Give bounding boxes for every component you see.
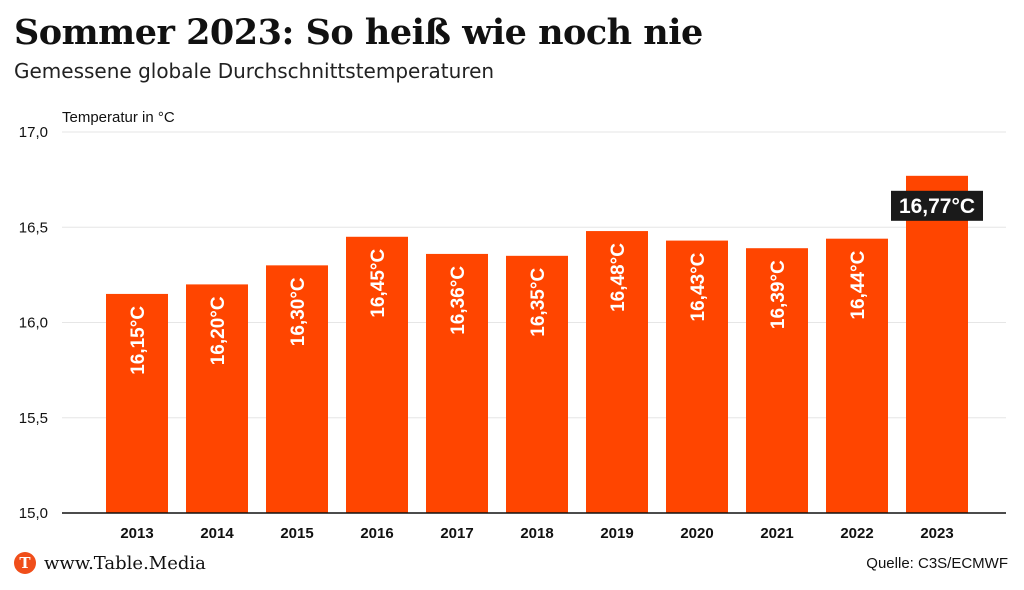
x-tick-label: 2018	[520, 525, 553, 542]
x-tick-label: 2023	[920, 525, 953, 542]
y-tick-label: 15,0	[19, 505, 48, 522]
data-label-2016: 16,45°C	[368, 249, 389, 318]
bar-2017	[426, 253, 488, 514]
highlight-callout-box	[891, 190, 983, 221]
y-tick-label: 17,0	[19, 124, 48, 141]
bar-2020	[666, 240, 728, 513]
source-note: Quelle: C3S/ECMWF	[866, 555, 1008, 572]
data-label-2013: 16,15°C	[128, 306, 149, 375]
x-tick-label: 2016	[360, 525, 393, 542]
x-tick-label: 2015	[280, 525, 313, 542]
bar-2019	[586, 231, 648, 513]
x-tick-label: 2017	[440, 525, 473, 542]
data-label-2020: 16,43°C	[688, 252, 709, 321]
bar-2014	[186, 284, 248, 513]
data-label-2023: 16,77°C	[899, 195, 975, 218]
x-tick-label: 2013	[120, 525, 153, 542]
bar-2018	[506, 255, 568, 513]
y-axis-ticks: 15,0 15,5 16,0 16,5 17,0	[19, 124, 48, 522]
data-label-2017: 16,36°C	[448, 266, 469, 335]
y-axis-label: Temperatur in °C	[62, 109, 175, 126]
data-label-2022: 16,44°C	[848, 250, 869, 319]
x-axis-ticks: 2013 2014 2015 2016 2017 2018 2019 2020 2021 2022…	[120, 525, 953, 542]
data-label-2019: 16,48°C	[608, 243, 629, 312]
footer-brand: T www.Table.Media	[14, 552, 206, 574]
data-label-2014: 16,20°C	[208, 296, 229, 365]
y-tick-label: 15,5	[19, 410, 48, 427]
table-media-logo-icon: T	[14, 552, 36, 574]
data-label-2021: 16,39°C	[768, 260, 789, 329]
x-tick-label: 2021	[760, 525, 793, 542]
bar-2023	[906, 175, 968, 513]
bar-2021	[746, 248, 808, 513]
y-tick-label: 16,0	[19, 315, 48, 332]
bar-2022	[826, 238, 888, 513]
bars: 16,15°C 16,20°C 16,30°C 16,45°C 16,36°C 16,35…	[106, 175, 983, 514]
bar-2015	[266, 265, 328, 513]
data-label-2018: 16,35°C	[528, 268, 549, 337]
website-text: www.Table.Media	[44, 552, 206, 574]
chart-subtitle: Gemessene globale Durchschnittstemperatu…	[14, 59, 495, 83]
y-tick-label: 16,5	[19, 219, 48, 236]
chart-title: Sommer 2023: So heiß wie noch nie	[14, 12, 703, 53]
x-tick-label: 2014	[200, 525, 234, 542]
x-tick-label: 2020	[680, 525, 713, 542]
data-label-2015: 16,30°C	[288, 277, 309, 346]
x-tick-label: 2022	[840, 525, 873, 542]
bar-2013	[106, 293, 168, 513]
bar-2016	[346, 236, 408, 513]
x-tick-label: 2019	[600, 525, 633, 542]
